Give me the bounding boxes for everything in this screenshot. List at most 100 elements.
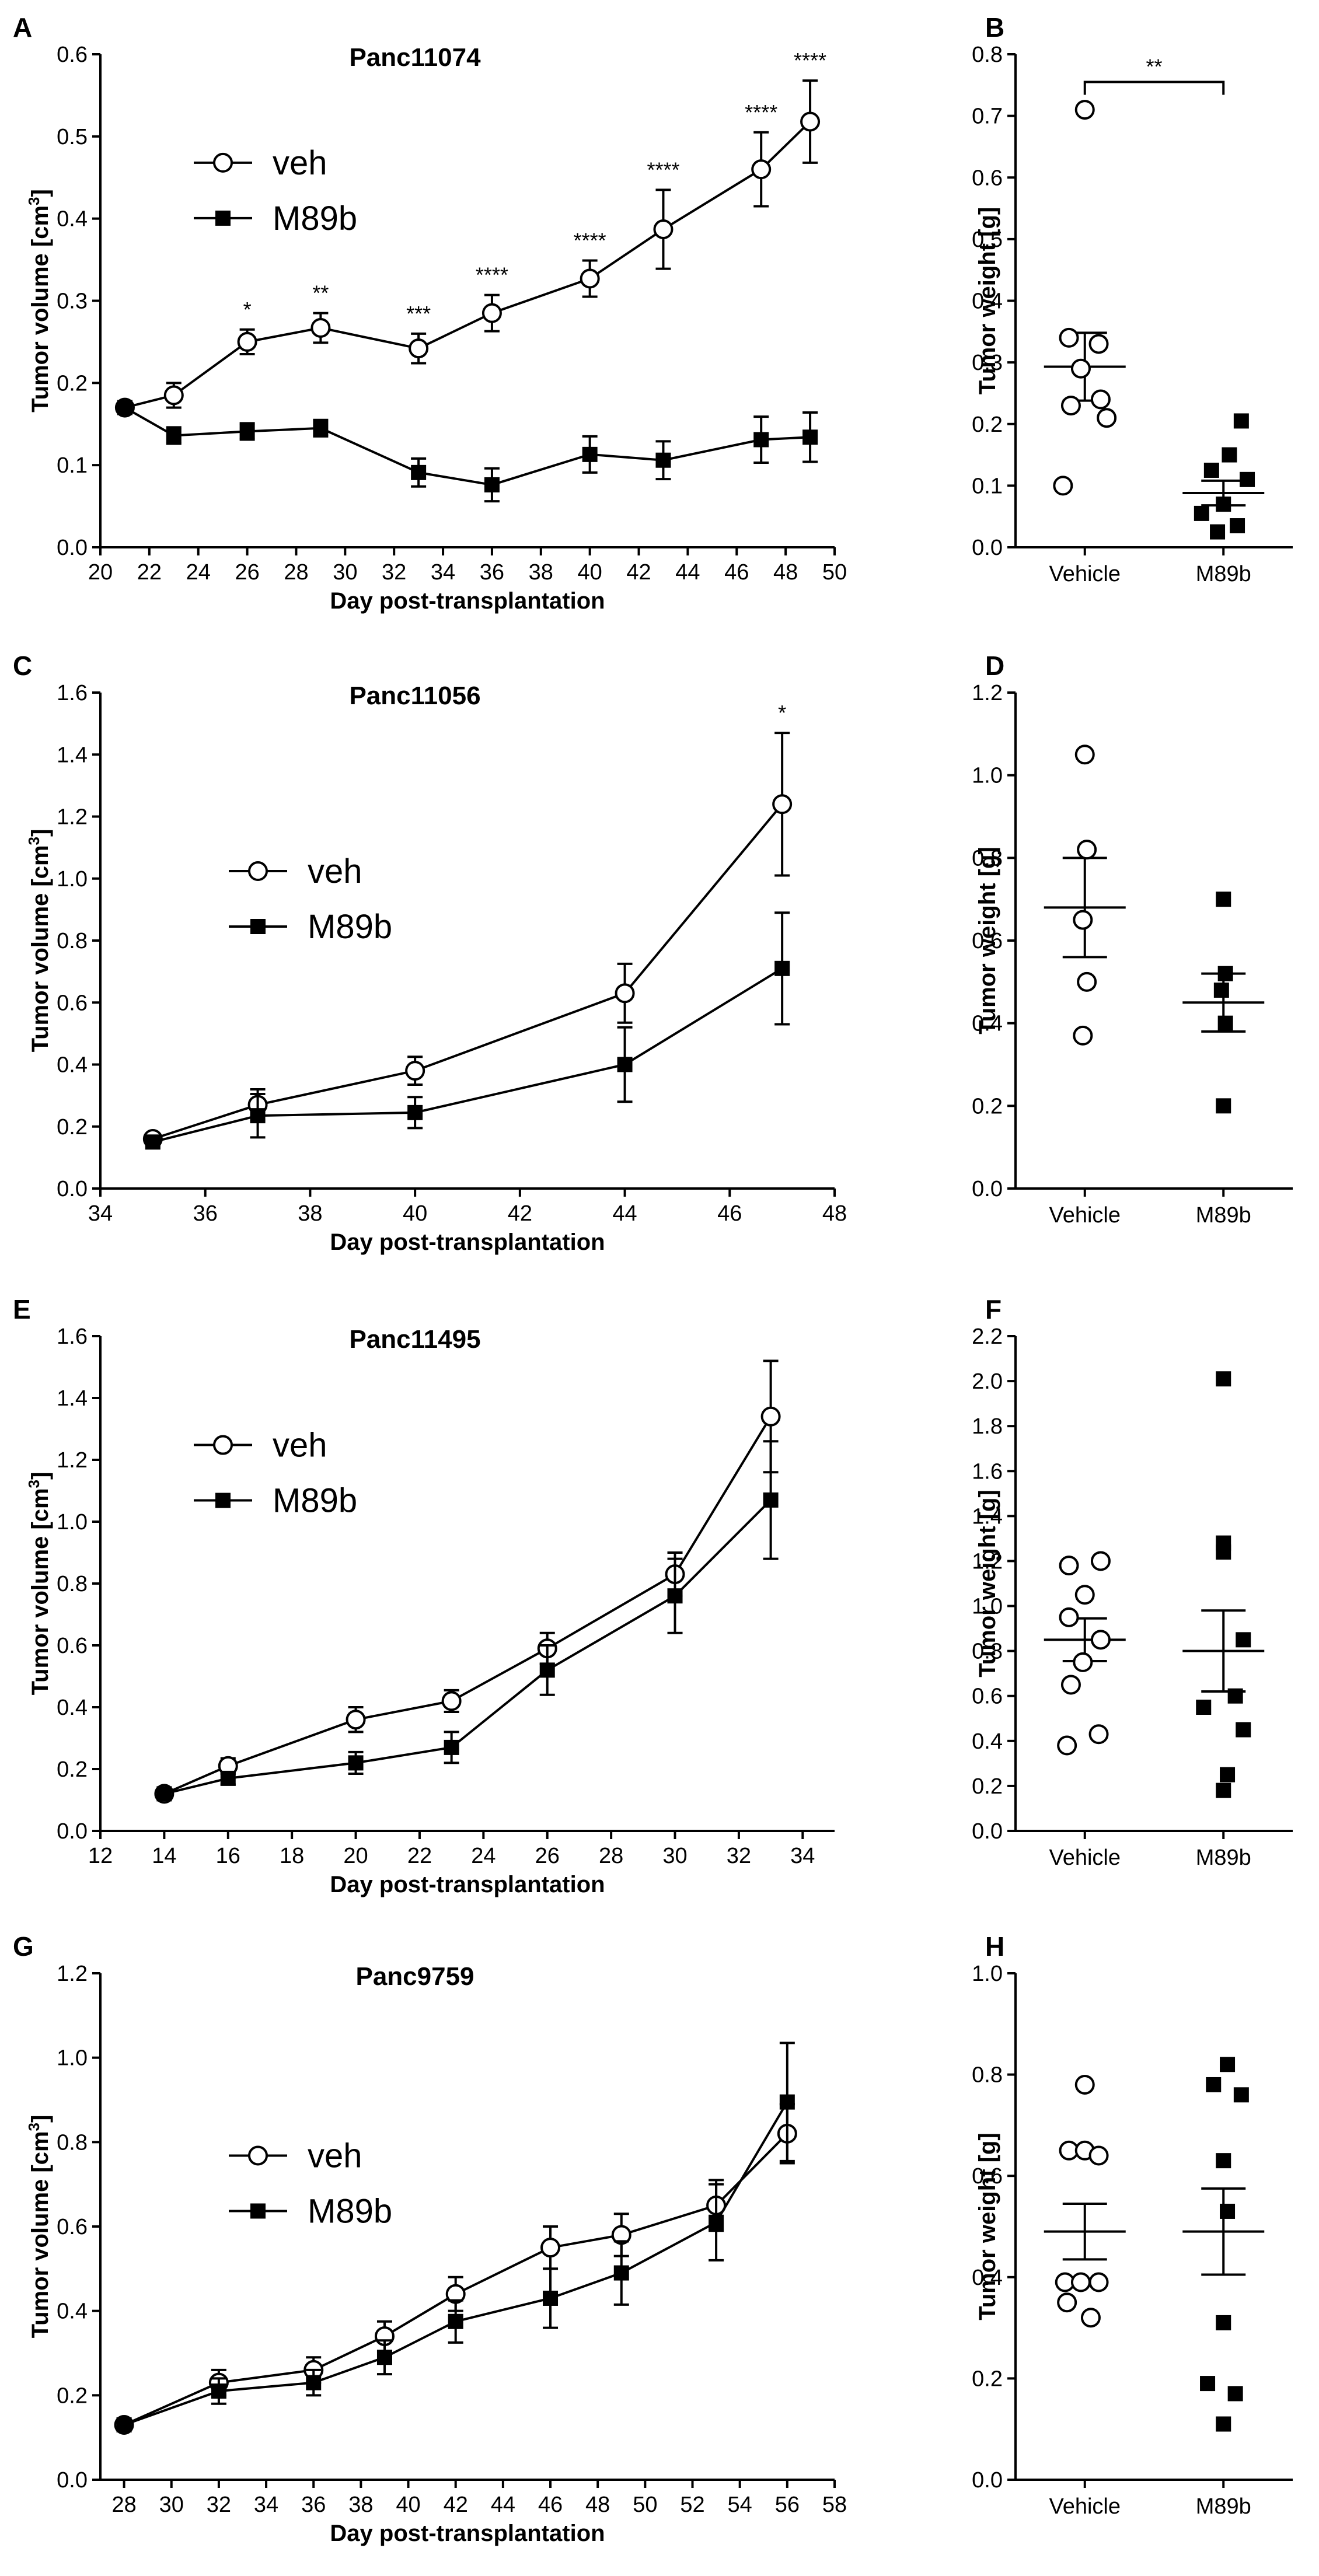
- legend-label: M89b: [273, 1482, 357, 1520]
- data-point: [763, 1492, 779, 1508]
- y-tick-label: 0.6: [57, 2215, 88, 2239]
- series-m89b: [116, 2042, 795, 2432]
- data-point: [163, 385, 184, 406]
- x-tick-label: 34: [254, 2493, 278, 2517]
- data-point: [1210, 524, 1226, 540]
- x-tick-label: 24: [186, 560, 211, 585]
- x-tick-label: 30: [159, 2493, 184, 2517]
- x-tick-label: 48: [822, 1201, 847, 1226]
- y-tick-label: 0.4: [972, 1012, 1003, 1036]
- data-point: [1216, 1544, 1231, 1560]
- significance-label: **: [1146, 55, 1162, 79]
- x-axis-title: Day post-transplantation: [330, 2521, 605, 2546]
- series-m89b: [117, 400, 818, 503]
- data-point: [250, 1108, 266, 1124]
- data-point: [1194, 505, 1209, 521]
- data-point: [1216, 1371, 1231, 1387]
- category-label: M89b: [1196, 1203, 1251, 1228]
- data-point: [1077, 971, 1097, 992]
- y-tick-label: 0.8: [972, 846, 1003, 871]
- data-point: [753, 432, 769, 448]
- data-point: [1227, 2386, 1243, 2402]
- data-point: [145, 1134, 160, 1150]
- y-tick-label: 1.8: [972, 1414, 1003, 1439]
- data-point: [211, 2383, 226, 2399]
- data-point: [709, 2214, 724, 2230]
- legend-marker: [215, 1493, 231, 1508]
- panel-letter: B: [985, 12, 1004, 43]
- y-axis-title: Tumor volume [cm3]: [25, 2115, 53, 2339]
- panel-e: E Panc11495 0.0 0.2 0.4 0.6 0.8 1.0 1.2 1.4 1.6 12 1…: [13, 1294, 835, 1897]
- x-tick-label: 38: [529, 560, 553, 585]
- y-tick-label: 1.2: [972, 1549, 1003, 1574]
- y-axis-title: Tumor weight [g]: [975, 1490, 1000, 1677]
- series-line: [152, 967, 783, 1144]
- x-tick-label: 20: [343, 1844, 368, 1868]
- x-tick-label: 48: [585, 2493, 610, 2517]
- y-tick-label: 0.2: [57, 1757, 88, 1782]
- data-point: [313, 420, 329, 436]
- y-tick-label: 0.6: [972, 166, 1003, 190]
- x-tick-label: 42: [508, 1201, 532, 1226]
- data-point: [1216, 1098, 1231, 1114]
- series-m89b: [156, 1440, 779, 1802]
- data-point: [802, 429, 818, 445]
- legend-label: veh: [273, 144, 327, 182]
- x-tick-label: 46: [724, 560, 749, 585]
- panel-letter: D: [985, 651, 1004, 681]
- x-tick-label: 34: [431, 560, 455, 585]
- legend-marker: [250, 2203, 266, 2219]
- legend-marker: [215, 210, 231, 226]
- data-point: [1074, 2074, 1095, 2095]
- data-point: [1090, 1630, 1111, 1650]
- y-tick-label: 0.4: [57, 1696, 88, 1720]
- x-axis-title: Day post-transplantation: [330, 588, 605, 614]
- legend-marker: [213, 152, 233, 173]
- y-tick-label: 0.4: [57, 1053, 88, 1078]
- data-point: [1070, 2272, 1091, 2292]
- x-tick-label: 32: [727, 1844, 751, 1868]
- group-m89b: [1182, 1371, 1265, 1798]
- data-point: [220, 1770, 236, 1786]
- panel-letter: G: [13, 1931, 34, 1962]
- x-tick-label: 28: [284, 560, 308, 585]
- x-tick-label: 46: [538, 2493, 563, 2517]
- legend-label: M89b: [273, 200, 357, 237]
- legend-label: M89b: [308, 2192, 392, 2230]
- data-point: [1217, 1015, 1233, 1031]
- series-m89b: [145, 911, 790, 1150]
- y-tick-label: 0.5: [57, 125, 88, 149]
- legend-label: veh: [308, 2137, 362, 2175]
- x-tick-label: 22: [137, 560, 162, 585]
- x-tick-label: 32: [382, 560, 406, 585]
- x-tick-label: 44: [491, 2493, 515, 2517]
- x-tick-label: 22: [407, 1844, 432, 1868]
- data-point: [1074, 745, 1095, 765]
- x-tick-label: 36: [480, 560, 504, 585]
- data-point: [1220, 2057, 1236, 2072]
- y-tick-label: 2.0: [972, 1369, 1003, 1394]
- y-tick-label: 1.2: [57, 1962, 88, 1986]
- data-point: [1097, 408, 1117, 428]
- series-veh: [142, 732, 793, 1149]
- x-tick-label: 40: [396, 2493, 420, 2517]
- x-tick-label: 30: [662, 1844, 687, 1868]
- data-point: [409, 338, 429, 359]
- data-point: [582, 446, 598, 462]
- data-point: [1060, 396, 1081, 416]
- x-tick-label: 24: [471, 1844, 496, 1868]
- significance-label: ***: [406, 302, 431, 326]
- y-tick-label: 0.3: [972, 351, 1003, 375]
- y-axis-title: Tumor volume [cm3]: [25, 1472, 53, 1696]
- y-tick-label: 0.6: [972, 1684, 1003, 1709]
- y-tick-label: 0.6: [57, 43, 88, 67]
- legend-marker: [248, 861, 268, 881]
- series-line: [152, 803, 783, 1140]
- group-vehicle: [1044, 1551, 1126, 1756]
- x-tick-label: 28: [599, 1844, 623, 1868]
- data-point: [1057, 2292, 1077, 2313]
- category-label: Vehicle: [1049, 562, 1121, 586]
- x-tick-label: 48: [773, 560, 798, 585]
- bracket-line: [1083, 81, 1225, 95]
- data-point: [1088, 2145, 1109, 2166]
